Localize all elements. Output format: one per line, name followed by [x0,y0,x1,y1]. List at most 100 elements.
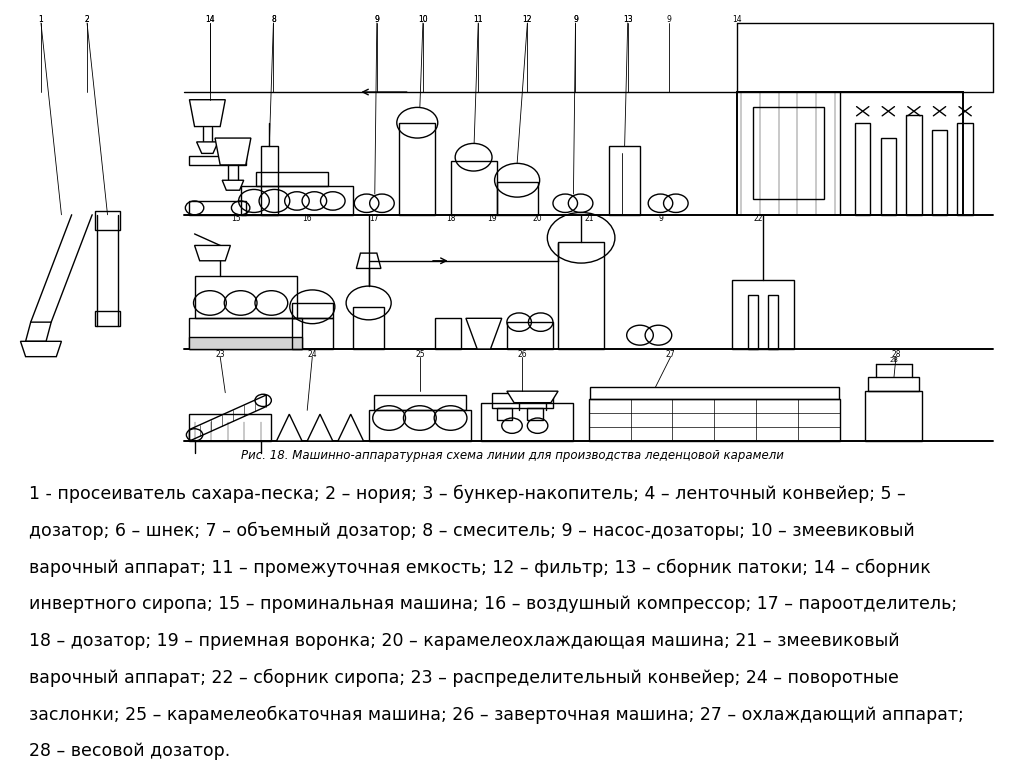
Bar [855,123,870,215]
Bar [241,186,353,215]
Text: 9: 9 [658,214,663,223]
Text: 14: 14 [205,15,215,24]
Text: 1: 1 [39,15,43,24]
Bar [609,146,640,215]
Text: 11: 11 [473,15,483,24]
Bar [932,130,947,215]
Bar [189,318,302,349]
Bar [497,182,538,215]
Text: варочный аппарат; 11 – промежуточная емкость; 12 – фильтр; 13 – сборник патоки; : варочный аппарат; 11 – промежуточная емк… [29,558,931,577]
Text: 11: 11 [473,15,483,24]
Text: заслонки; 25 – карамелеобкаточная машина; 26 – заверточная машина; 27 – охлаждаю: заслонки; 25 – карамелеобкаточная машина… [29,706,964,724]
Bar [369,410,471,441]
Text: 9: 9 [375,15,379,24]
Text: 27: 27 [666,350,676,359]
Bar [292,303,333,318]
Bar [451,161,497,215]
Text: 14: 14 [205,15,215,24]
Text: 25: 25 [415,350,425,359]
Bar [768,295,778,349]
Bar [906,115,922,215]
Bar [881,138,896,215]
Text: 16: 16 [302,214,312,223]
Bar [261,146,278,215]
Text: 18 – дозатор; 19 – приемная воронка; 20 – карамелеохлаждающая машина; 21 – змеев: 18 – дозатор; 19 – приемная воронка; 20 … [29,632,899,650]
Text: 28 – весовой дозатор.: 28 – весовой дозатор. [29,742,230,760]
Text: 21: 21 [584,214,594,223]
Text: 10: 10 [418,15,428,24]
Text: 17: 17 [369,214,379,223]
Text: Рис. 18. Машинно-аппаратурная схема линии для производства леденцовой карамели: Рис. 18. Машинно-аппаратурная схема лини… [241,449,783,462]
Text: 10: 10 [418,15,428,24]
Bar [558,242,604,349]
Bar [189,201,246,215]
Bar [589,399,840,441]
Text: 26: 26 [517,350,527,359]
Bar [189,337,302,349]
Text: инвертного сиропа; 15 – проминальная машина; 16 – воздушный компрессор; 17 – пар: инвертного сиропа; 15 – проминальная маш… [29,595,956,613]
Polygon shape [307,414,333,441]
Text: варочный аппарат; 22 – сборник сиропа; 23 – распределительный конвейер; 24 – пов: варочный аппарат; 22 – сборник сиропа; 2… [29,669,898,687]
Polygon shape [356,253,381,268]
Bar [189,156,246,165]
Bar [497,408,512,420]
Text: 1 - просеиватель сахара-песка; 2 – нория; 3 – бункер-накопитель; 4 – ленточный к: 1 - просеиватель сахара-песка; 2 – нория… [29,485,905,503]
Polygon shape [507,391,558,403]
Text: 28: 28 [890,357,898,364]
Polygon shape [26,322,51,341]
Text: 18: 18 [445,214,456,223]
Text: 2: 2 [85,15,89,24]
Bar [435,318,461,349]
Bar [527,408,543,420]
Bar [374,395,466,410]
Text: 13: 13 [623,15,633,24]
Text: 12: 12 [522,15,532,24]
Bar [492,393,553,408]
Bar [748,295,758,349]
Text: 9: 9 [375,15,379,24]
Text: 2: 2 [85,15,89,24]
Text: 12: 12 [522,15,532,24]
Text: 9: 9 [667,15,671,24]
Polygon shape [189,100,225,127]
Bar [399,123,435,215]
Bar [868,377,919,391]
Bar [753,107,824,199]
Polygon shape [197,142,218,153]
Bar [95,311,120,326]
Bar [189,414,271,441]
Bar [95,211,120,230]
Bar [292,318,333,349]
Bar [256,172,328,186]
Polygon shape [222,180,244,190]
Polygon shape [195,245,230,261]
Text: 1: 1 [39,15,43,24]
Text: дозатор; 6 – шнек; 7 – объемный дозатор; 8 – смеситель; 9 – насос-дозаторы; 10 –: дозатор; 6 – шнек; 7 – объемный дозатор;… [29,522,914,540]
Bar [865,391,922,441]
Bar [957,123,973,215]
Text: 20: 20 [532,214,543,223]
Bar [737,92,963,215]
Polygon shape [215,138,251,165]
Polygon shape [20,341,61,357]
Bar [353,307,384,349]
Text: 19: 19 [486,214,497,223]
Bar [732,280,794,349]
Text: 15: 15 [230,214,241,223]
Text: 8: 8 [271,15,275,24]
Text: 28: 28 [891,350,901,359]
Polygon shape [189,395,266,441]
Text: 23: 23 [215,350,225,359]
Text: 8: 8 [271,15,275,24]
Text: 22: 22 [753,214,763,223]
Bar [195,276,297,318]
Bar [507,322,553,349]
Text: 13: 13 [623,15,633,24]
Polygon shape [338,414,364,441]
Text: 24: 24 [307,350,317,359]
Polygon shape [276,414,302,441]
Bar [481,403,573,441]
Polygon shape [466,318,502,349]
Text: 14: 14 [732,15,742,24]
Bar [590,387,839,399]
